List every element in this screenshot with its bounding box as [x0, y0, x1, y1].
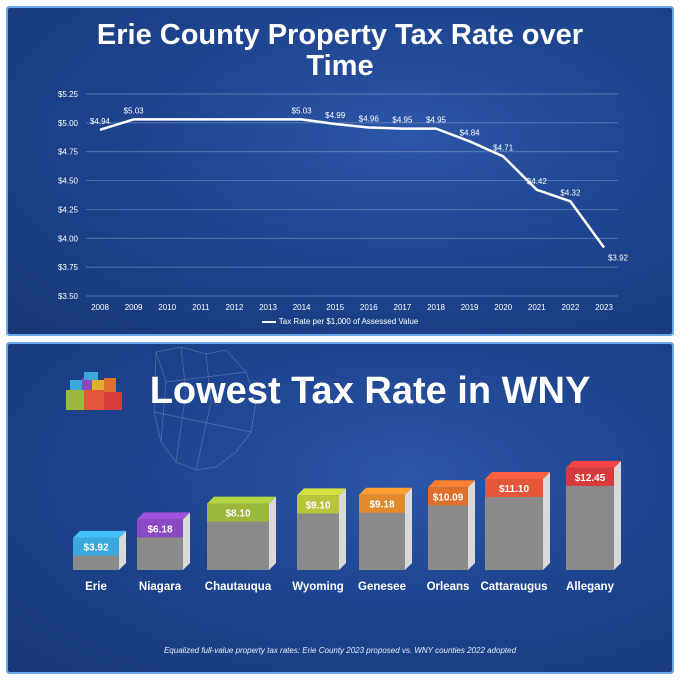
bar-category-label: Wyoming: [292, 581, 344, 593]
bar-value-label: $11.10: [499, 484, 529, 495]
ny-map-background: [66, 346, 257, 471]
bar-value-label: $8.10: [225, 509, 250, 520]
x-tick-label: 2023: [595, 303, 613, 312]
bar-value-label: $9.18: [369, 500, 394, 511]
bar-category-label: Allegany: [566, 581, 615, 593]
county-bar-wyoming: $9.10: [297, 488, 346, 570]
tax-rate-line: [99, 118, 606, 249]
bar-cap: [297, 495, 339, 514]
bar-value-label: $12.45: [575, 473, 606, 484]
y-tick-label: $4.75: [58, 148, 79, 157]
bar-value-label: $6.18: [147, 524, 172, 535]
data-label: $4.84: [460, 128, 481, 137]
data-label: $5.03: [292, 106, 313, 115]
data-label: $4.71: [493, 143, 514, 152]
bar-cap: [73, 537, 119, 556]
y-tick-label: $4.50: [58, 177, 79, 186]
bar-cap: [137, 519, 183, 538]
x-tick-label: 2008: [91, 303, 109, 312]
data-label: $4.42: [527, 177, 548, 186]
bar-top: [137, 512, 190, 520]
data-label: $4.95: [426, 116, 447, 125]
bar-cap: [359, 494, 405, 513]
line-chart-title: Erie County Property Tax Rate over Time: [96, 19, 584, 82]
y-tick-label: $3.75: [58, 263, 79, 272]
x-tick-label: 2010: [158, 303, 176, 312]
wny-map-icon: [66, 372, 122, 410]
x-tick-label: 2017: [394, 303, 412, 312]
x-tick-label: 2016: [360, 303, 378, 312]
x-tick-label: 2015: [326, 303, 344, 312]
county-bar-erie: $3.92: [73, 530, 126, 570]
county-bar-cattaraugus: $11.10: [485, 471, 550, 570]
bar-top: [566, 460, 621, 468]
county-bar-genesee: $9.18: [359, 487, 412, 570]
bar-cap: [485, 478, 543, 497]
bar-side: [614, 460, 621, 570]
data-label: $4.99: [325, 111, 346, 120]
y-tick-label: $4.00: [58, 234, 79, 243]
bar-top: [207, 496, 276, 504]
bar-side: [269, 496, 276, 570]
county-bar-chautauqua: $8.10: [207, 496, 276, 570]
bar-value-label: $3.92: [83, 543, 108, 554]
bar-category-label: Orleans: [427, 581, 470, 593]
x-tick-label: 2012: [226, 303, 244, 312]
data-label: $3.92: [608, 254, 629, 263]
bar-side: [543, 471, 550, 570]
y-tick-label: $5.25: [58, 90, 79, 99]
bar-top: [428, 480, 475, 488]
bar-cap: [566, 467, 614, 486]
footnote: Equalized full-value property tax rates:…: [163, 646, 517, 655]
bar-top: [73, 530, 126, 538]
county-bar-allegany: $12.45: [566, 460, 621, 570]
bar-top: [297, 488, 346, 496]
bar-side: [339, 488, 346, 570]
line-chart: $3.50 $3.75 $4.00 $4.25 $4.50 $4.75 $5.00 $5.25…: [58, 90, 629, 312]
bar-chart-panel: Lowest Tax Rate in WNY $3.92 Erie $6.18 Nia…: [6, 342, 674, 674]
bar-cap: [428, 487, 468, 506]
legend-swatch: [261, 320, 276, 323]
county-bar-niagara: $6.18: [137, 512, 190, 570]
y-tick-label: $4.25: [58, 205, 79, 214]
bar-category-label: Erie: [85, 581, 107, 593]
y-tick-label: $3.50: [58, 292, 79, 301]
bar-side: [119, 530, 126, 570]
bar-category-label: Genesee: [358, 581, 406, 593]
bar-category-label: Chautauqua: [205, 581, 272, 593]
bar-side: [405, 487, 412, 570]
bar-cap: [207, 503, 269, 522]
x-tick-label: 2020: [494, 303, 512, 312]
bar-side: [183, 512, 190, 570]
bar-side: [468, 480, 475, 570]
line-chart-legend: Tax Rate per $1,000 of Assessed Value: [6, 317, 674, 326]
line-chart-panel: Erie County Property Tax Rate over Time …: [6, 6, 674, 336]
bar-top: [359, 487, 412, 495]
x-tick-label: 2014: [293, 303, 311, 312]
data-label: $4.32: [560, 188, 581, 197]
x-tick-label: 2019: [461, 303, 479, 312]
x-tick-label: 2011: [192, 303, 210, 312]
legend-label: Tax Rate per $1,000 of Assessed Value: [278, 317, 419, 326]
bar-category-label: Cattaraugus: [480, 581, 547, 593]
y-tick-label: $5.00: [58, 119, 79, 128]
data-label: $4.96: [359, 114, 380, 123]
data-label: $4.94: [90, 117, 111, 126]
x-tick-label: 2018: [427, 303, 445, 312]
data-label: $4.95: [392, 116, 413, 125]
x-tick-label: 2022: [562, 303, 580, 312]
bar-value-label: $9.10: [305, 500, 330, 511]
x-tick-label: 2013: [259, 303, 277, 312]
bar-category-label: Niagara: [139, 581, 182, 593]
bar-value-label: $10.09: [433, 492, 464, 503]
x-tick-label: 2009: [125, 303, 143, 312]
bar-top: [485, 471, 550, 479]
data-label: $5.03: [124, 106, 145, 115]
county-bar-orleans: $10.09: [428, 480, 475, 570]
bar-chart-title: Lowest Tax Rate in WNY: [149, 370, 591, 412]
x-tick-label: 2021: [528, 303, 546, 312]
bar-chart: $3.92 Erie $6.18 Niagara $8.10 Chautauqua $9.1…: [73, 460, 621, 593]
